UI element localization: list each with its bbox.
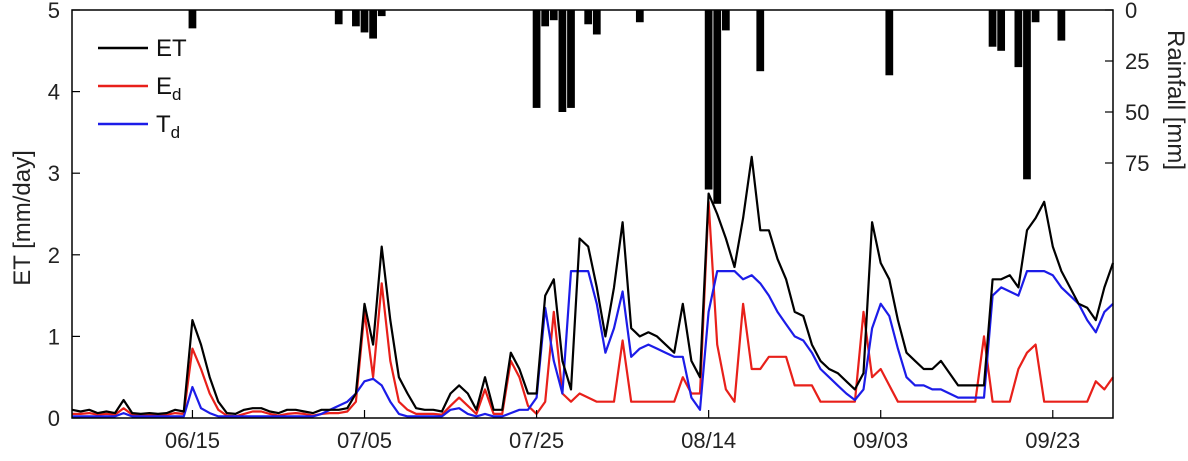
rainfall-bar-58 [567,10,575,108]
y2-tick-label-50: 50 [1125,100,1149,125]
y-tick-label-4: 4 [48,80,60,105]
rainfall-bar-76 [721,10,730,31]
rainfall-bars [188,10,1066,204]
legend-label-et: ET [156,35,187,62]
x-tick-label-3: 08/14 [681,428,736,453]
y2-tick-label-0: 0 [1125,0,1137,23]
rainfall-bar-110 [1014,10,1023,68]
legend: ET Ed Td [98,35,187,142]
left-axis: 0 1 2 3 4 5 [48,0,80,431]
legend-label-td: Td [156,111,180,142]
y2-tick-label-25: 25 [1125,49,1149,74]
x-tick-label-4: 09/03 [853,428,908,453]
rainfall-bar-95 [885,10,894,76]
y-tick-label-3: 3 [48,161,60,186]
rainfall-bar-34 [360,10,369,33]
y-tick-label-0: 0 [48,406,60,431]
plot-frame [71,9,1114,419]
y-tick-label-2: 2 [48,243,60,268]
y-tick-label-1: 1 [48,324,60,349]
rainfall-bar-75 [713,10,722,204]
x-tick-label-1: 07/05 [337,428,392,453]
x-axis: 06/15 07/05 07/25 08/14 09/03 09/23 [165,410,1080,453]
rainfall-bar-36 [377,10,386,17]
rainfall-bar-111 [1023,10,1031,180]
rainfall-bar-80 [756,10,765,72]
series-lines [71,155,1115,418]
right-axis: 0 25 50 75 [1105,0,1149,176]
legend-label-ed: Ed [156,73,181,104]
rainfall-bar-31 [334,10,343,25]
rainfall-bar-112 [1031,10,1040,23]
rainfall-bar-74 [704,10,713,190]
rainfall-bar-108 [997,10,1006,51]
x-tick-label-5: 09/23 [1025,428,1080,453]
rainfall-bar-57 [558,10,567,112]
rainfall-bar-35 [369,10,377,39]
rainfall-bar-107 [988,10,997,47]
rainfall-bar-55 [541,10,550,27]
rainfall-bar-66 [635,10,644,23]
series-line-td [72,270,1114,418]
rainfall-bar-33 [352,10,360,27]
y-tick-label-5: 5 [48,0,60,23]
y2-axis-title: Rainfall [mm] [1162,30,1188,170]
series-line-ed [72,200,1114,418]
rainfall-bar-60 [584,10,593,25]
rainfall-bar-54 [532,10,541,108]
x-tick-label-0: 06/15 [165,428,220,453]
rainfall-bar-14 [188,10,197,29]
y2-tick-label-75: 75 [1125,151,1149,176]
series-line-et [71,155,1115,415]
x-tick-label-2: 07/25 [509,428,564,453]
rainfall-bar-115 [1057,10,1066,41]
rainfall-bar-61 [592,10,601,35]
rainfall-bar-56 [549,10,558,21]
y-axis-title: ET [mm/day] [9,150,36,286]
